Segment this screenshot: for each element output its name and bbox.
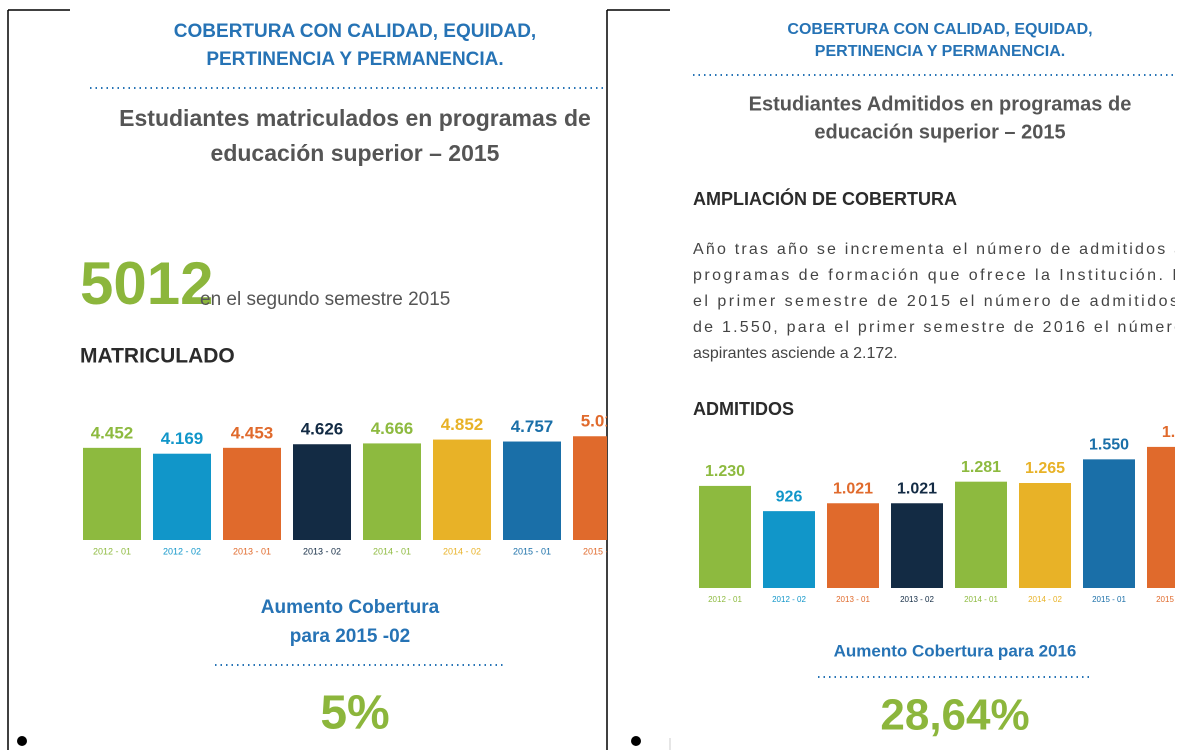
subtitle: educación superior – 2015 <box>211 140 500 166</box>
bar-value: 4.453 <box>231 423 274 442</box>
bar <box>503 441 561 540</box>
paragraph-line: programas de formación que ofrece la Ins… <box>693 267 1180 284</box>
bar <box>153 453 211 540</box>
bar-label: 2014 - 02 <box>443 546 481 556</box>
bullet <box>631 736 641 746</box>
bar-value: 4.452 <box>91 423 134 442</box>
subtitle: educación superior – 2015 <box>814 121 1065 143</box>
subtitle: Estudiantes matriculados en programas de <box>119 105 591 131</box>
paragraph-line: de 1.550, para el primer semestre de 201… <box>693 319 1180 336</box>
paragraph-line: Año tras año se incrementa el número de … <box>693 241 1180 258</box>
bar-label: 2013 - 02 <box>303 546 341 556</box>
bar-value: 4.666 <box>371 419 414 438</box>
highlight-number: 5012 <box>80 250 213 317</box>
bar-label: 2015 - 01 <box>1092 595 1126 604</box>
bar-value: 1.281 <box>961 459 1001 476</box>
bar-value: 4.852 <box>441 415 484 434</box>
bar-label: 2012 - 02 <box>163 546 201 556</box>
footer-value: 28,64% <box>880 691 1029 740</box>
bar <box>573 436 607 540</box>
bar <box>1083 459 1135 588</box>
bar-value: 4.169 <box>161 429 204 448</box>
bar-value: 1.230 <box>705 463 745 480</box>
chart-heading: ADMITIDOS <box>693 399 794 419</box>
bar-value: 1.7 <box>1162 424 1180 441</box>
bar-value: 5.012 <box>581 412 624 431</box>
bar-value: 1.265 <box>1025 460 1065 477</box>
bar <box>433 439 491 540</box>
bar-value: 4.626 <box>301 420 344 439</box>
bar-value: 1.021 <box>897 480 937 497</box>
infographic: COBERTURA CON CALIDAD, EQUIDAD, PERTINEN… <box>80 21 624 740</box>
bar <box>1147 446 1175 588</box>
title: COBERTURA CON CALIDAD, EQUIDAD, <box>787 21 1092 38</box>
bar-label: 2015 - 02 <box>1156 595 1180 604</box>
bar <box>699 485 751 588</box>
paragraph-line: el primer semestre de 2015 el número de … <box>693 293 1178 310</box>
bar-label: 2012 - 02 <box>772 595 806 604</box>
bar <box>891 503 943 588</box>
bar <box>763 511 815 588</box>
title: PERTINENCIA Y PERMANENCIA. <box>206 49 503 70</box>
bar <box>293 444 351 540</box>
infographic: COBERTURA CON CALIDAD, EQUIDAD, PERTINEN… <box>693 21 1180 740</box>
bar-label: 2015 - 02 <box>583 546 621 556</box>
footer: Aumento Cobertura para 2016 <box>834 641 1077 660</box>
title: PERTINENCIA Y PERMANENCIA. <box>815 43 1065 60</box>
bar-label: 2013 - 01 <box>233 546 271 556</box>
title: COBERTURA CON CALIDAD, EQUIDAD, <box>174 21 536 42</box>
bar-label: 2014 - 01 <box>964 595 998 604</box>
bar-label: 2014 - 02 <box>1028 595 1062 604</box>
bar-label: 2012 - 01 <box>93 546 131 556</box>
bar-label: 2014 - 01 <box>373 546 411 556</box>
bar-label: 2015 - 01 <box>513 546 551 556</box>
paragraph-line: aspirantes asciende a 2.172. <box>693 345 898 362</box>
bar-label: 2013 - 01 <box>836 595 870 604</box>
bar-value: 1.021 <box>833 480 873 497</box>
section-heading: AMPLIACIÓN DE COBERTURA <box>693 188 957 209</box>
bar-label: 2012 - 01 <box>708 595 742 604</box>
bar <box>827 503 879 588</box>
bar <box>955 481 1007 588</box>
footer: para 2015 -02 <box>290 626 410 647</box>
bar-value: 926 <box>776 488 803 505</box>
bar <box>1019 483 1071 588</box>
chart-heading: MATRICULADO <box>80 345 235 368</box>
bar-value: 4.757 <box>511 417 554 436</box>
bar-label: 2013 - 02 <box>900 595 934 604</box>
bar-value: 1.550 <box>1089 437 1129 454</box>
bar <box>223 447 281 540</box>
footer: Aumento Cobertura <box>261 597 440 618</box>
bar <box>363 443 421 540</box>
highlight-text: en el segundo semestre 2015 <box>200 289 450 310</box>
subtitle: Estudiantes Admitidos en programas de <box>749 93 1132 115</box>
bullet <box>17 736 27 746</box>
bar <box>83 447 141 540</box>
footer-value: 5% <box>320 687 389 740</box>
